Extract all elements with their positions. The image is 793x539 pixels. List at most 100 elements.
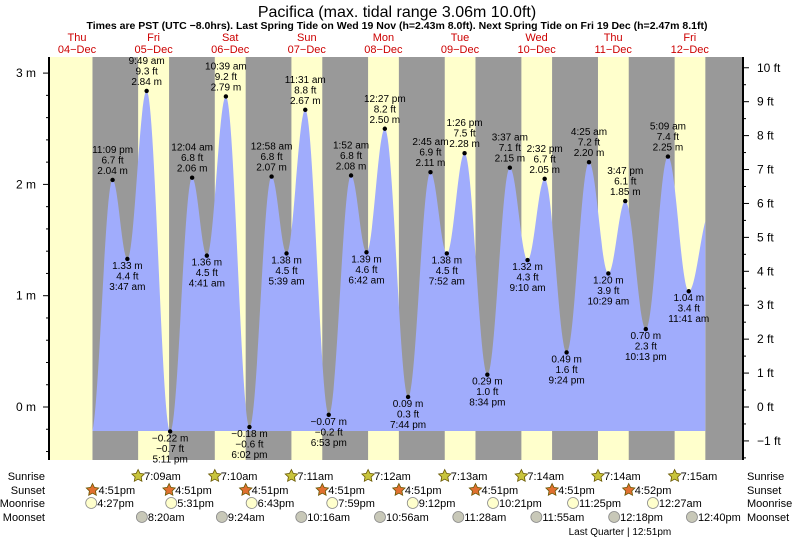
tide-extreme-label: 4.6 ft (355, 265, 377, 276)
tide-extreme-label: 2.50 m (370, 115, 401, 126)
moonset-moon-icon (608, 511, 621, 523)
row-label-right-moonrise: Moonrise (747, 498, 792, 510)
tide-extreme-label: 0.49 m (551, 354, 582, 365)
day-label-weekday: Fri (683, 32, 696, 44)
tide-extreme-label: 11:41 am (668, 314, 709, 325)
tide-extreme-label: 4.5 ft (275, 266, 297, 277)
tide-extreme-point (247, 424, 252, 430)
tide-extreme-label: 10:29 am (587, 296, 629, 307)
tide-extreme-label: 3:37 am (492, 133, 528, 144)
right-axis-label: 8 ft (757, 129, 774, 143)
tide-extreme-label: 9.2 ft (215, 72, 237, 83)
tide-extreme-label: 7.2 ft (578, 138, 600, 149)
tide-extreme-label: 7.1 ft (499, 143, 521, 154)
tide-extreme-label: 0.3 ft (397, 409, 419, 420)
row-label-moonset: Moonset (3, 512, 45, 524)
sunrise-star-icon (667, 468, 682, 483)
day-label-date: 11−Dec (594, 44, 632, 56)
sunrise-star-icon (590, 468, 606, 483)
row-label-right-sunset: Sunset (747, 485, 781, 497)
sunset-star-icon (162, 482, 177, 497)
tide-extreme-label: 4:25 am (571, 127, 607, 138)
moonrise-moon-icon (487, 497, 499, 509)
sunset-time: 4:51pm (98, 485, 135, 497)
day-label-weekday: Fri (147, 32, 160, 44)
moonrise-time: 5:31pm (177, 498, 214, 510)
tide-extreme-label: 2.3 ft (635, 342, 657, 353)
sunrise-star-icon (131, 468, 146, 483)
tide-extreme-label: 5:11 pm (152, 454, 187, 465)
day-label-date: 10−Dec (517, 44, 556, 56)
tide-extreme-label: 7.5 ft (453, 129, 475, 140)
moon-phase-label: Last Quarter | 12:51pm (569, 527, 672, 538)
sunrise-time: 7:10am (221, 471, 258, 483)
tide-extreme-label: 7:44 pm (390, 420, 426, 431)
moonrise-time: 6:43pm (258, 498, 295, 510)
tide-extreme-point (189, 175, 195, 180)
moonset-moon-icon (374, 511, 386, 523)
tide-extreme-label: 1.32 m (512, 262, 543, 273)
tide-extreme-point (125, 256, 130, 262)
right-axis-label: 6 ft (757, 196, 774, 210)
tide-extreme-point (525, 257, 530, 263)
tide-extreme-label: 1:26 pm (446, 118, 482, 129)
sunrise-star-icon (361, 468, 376, 483)
tide-extreme-label: 9.3 ft (136, 66, 158, 77)
tide-extreme-point (643, 326, 649, 332)
left-axis-label: 0 m (16, 400, 36, 414)
sunrise-time: 7:15am (681, 471, 718, 483)
tide-extreme-label: 2.08 m (336, 161, 367, 172)
tide-extreme-label: 2:32 pm (527, 144, 563, 155)
row-label-right-moonset: Moonset (747, 512, 789, 524)
tide-extreme-point (485, 372, 490, 377)
tide-extreme-point (284, 251, 289, 256)
moonset-time: 12:18pm (620, 512, 663, 524)
sunset-star-icon (85, 482, 100, 497)
sunset-star-icon (545, 482, 560, 497)
day-label-weekday: Thu (604, 32, 623, 44)
tide-extreme-label: 11:09 pm (92, 145, 133, 156)
row-label-right-sunrise: Sunrise (747, 471, 784, 483)
tide-extreme-label: 6.8 ft (260, 152, 282, 163)
tide-curve (92, 90, 706, 432)
tide-extreme-point (542, 176, 547, 182)
tide-extreme-label: 0.70 m (631, 331, 662, 342)
row-label-sunrise: Sunrise (8, 471, 45, 483)
tide-extreme-label: 2.11 m (416, 158, 446, 169)
sunset-time: 4:51pm (252, 485, 289, 497)
day-label-date: 09−Dec (441, 44, 480, 56)
tide-extreme-label: 6.7 ft (101, 155, 123, 166)
chart-subtitle: Times are PST (UTC −8.0hrs). Last Spring… (87, 20, 708, 32)
tide-extreme-label: 2.67 m (290, 96, 321, 107)
tide-extreme-label: 1.38 m (271, 255, 302, 266)
tide-extreme-point (348, 173, 354, 178)
day-label-date: 04−Dec (58, 44, 97, 56)
tide-extreme-point (364, 250, 369, 255)
tide-extreme-label: 1.36 m (192, 258, 223, 269)
right-axis-label: 1 ft (757, 366, 774, 380)
sunrise-time: 7:11am (297, 471, 333, 483)
moonrise-moon-icon (245, 497, 258, 509)
moonrise-time: 9:12pm (419, 498, 456, 510)
tide-extreme-label: −0.22 m (152, 433, 188, 444)
tide-extreme-label: 2.07 m (256, 163, 287, 174)
moonrise-time: 4:27pm (97, 498, 134, 510)
tide-extreme-label: 2.05 m (529, 165, 560, 176)
tide-extreme-label: 11:31 am (285, 75, 326, 86)
tide-extreme-label: 2.06 m (177, 164, 208, 175)
tide-extreme-label: 4.5 ft (436, 266, 458, 277)
moonrise-moon-icon (326, 497, 339, 509)
tide-extreme-label: −0.2 ft (315, 427, 343, 438)
tide-extreme-label: 1.33 m (112, 261, 143, 272)
sunset-star-icon (468, 482, 483, 497)
tide-extreme-label: 6.8 ft (181, 153, 203, 164)
tide-extreme-label: 4.3 ft (516, 273, 538, 284)
sunset-time: 4:51pm (558, 485, 595, 497)
day-label-weekday: Sun (297, 32, 317, 44)
tide-extreme-point (144, 88, 149, 94)
sunrise-star-icon (437, 468, 452, 483)
moonset-time: 11:55am (542, 512, 584, 524)
tide-extreme-label: 9:10 am (509, 283, 545, 294)
tide-extreme-point (444, 251, 450, 256)
tide-extreme-label: 5:39 am (268, 276, 304, 287)
